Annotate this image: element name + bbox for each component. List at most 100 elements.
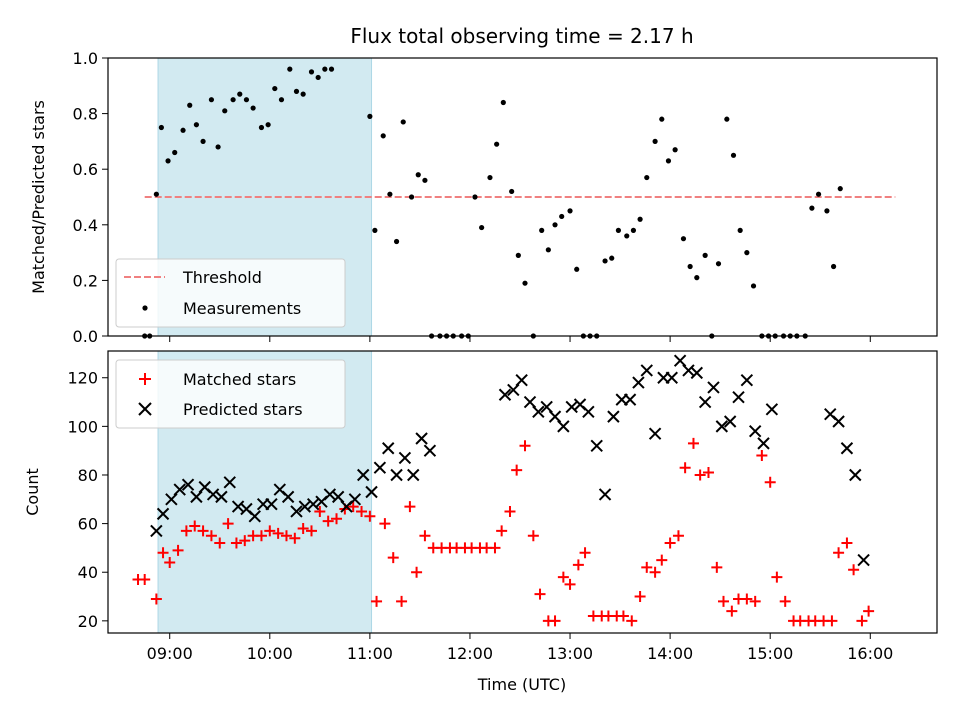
predicted-star-point (398, 451, 412, 465)
top-legend-box (115, 258, 346, 328)
matched-star-point (222, 518, 234, 530)
measurement-point (715, 261, 722, 267)
measurement-point (652, 138, 658, 144)
predicted-stars-legend-swatch (138, 402, 152, 416)
predicted-star-point (557, 420, 570, 433)
matched-star-point (172, 544, 184, 556)
matched-star-point (230, 537, 242, 549)
x-axis-label: Time (UTC) (477, 675, 566, 694)
matched-star-point (826, 615, 838, 627)
predicted-star-point (390, 468, 403, 482)
measurement-point (393, 238, 400, 245)
measurement-point (539, 227, 545, 233)
matched-star-point (694, 469, 706, 481)
predicted-star-point (565, 400, 578, 414)
top-x-ticks (169, 336, 871, 342)
matched-star-point (504, 505, 516, 517)
measurement-point (230, 97, 236, 103)
bottom-y-tick-label: 80 (78, 466, 98, 485)
measurement-point (724, 116, 730, 122)
matched-star-point (214, 537, 226, 549)
predicted-stars-legend-label: Predicted stars (183, 400, 303, 419)
matched-star-point (331, 513, 343, 525)
matched-star-point (239, 535, 251, 547)
measurement-point (680, 236, 687, 242)
predicted-star-point (323, 488, 337, 501)
measurement-point (265, 122, 271, 128)
matched-star-point (726, 605, 738, 617)
predicted-star-point (515, 373, 528, 387)
bottom-y-tick-label: 20 (78, 612, 98, 631)
measurement-point (293, 88, 300, 94)
predicted-star-point (757, 437, 770, 450)
bottom-panel: 09:00 10:00 11:00 12:00 13:00 14:00 15:00 16:00… (23, 350, 938, 694)
predicted-star-point (665, 371, 678, 384)
matched-star-point (841, 537, 853, 549)
measurement-point (687, 263, 693, 270)
measurement-point (315, 74, 321, 81)
matched-star-point (255, 530, 267, 542)
measurements-series (142, 66, 843, 339)
measurement-point (243, 97, 250, 103)
matched-star-point (411, 566, 423, 578)
matched-star-point (139, 574, 151, 586)
matched-star-point (356, 505, 368, 517)
measurement-point (278, 97, 285, 103)
predicted-star-point (150, 524, 163, 538)
top-y-tick-label: 0.0 (73, 327, 98, 346)
measurement-point (258, 124, 265, 131)
matched-star-point (347, 501, 359, 513)
measurement-point (165, 158, 171, 164)
predicted-star-point (290, 505, 303, 518)
predicted-star-point (607, 410, 620, 423)
measurement-point (415, 172, 421, 178)
predicted-star-point (415, 432, 428, 445)
bottom-y-tick-label: 40 (78, 563, 98, 582)
predicted-star-point (832, 415, 845, 428)
top-y-tick-label: 0.2 (73, 271, 98, 290)
matched-star-point (150, 593, 162, 605)
matched-stars-series (132, 437, 875, 627)
predicted-star-point (857, 553, 870, 567)
matched-star-point (764, 476, 776, 488)
top-y-tick-label: 0.8 (73, 105, 98, 124)
measurement-point (200, 138, 206, 144)
matched-star-point (379, 518, 391, 530)
measurement-point (559, 213, 565, 220)
matched-star-point (157, 547, 169, 559)
predicted-star-point (715, 420, 729, 433)
measurement-point (300, 91, 306, 97)
predicted-star-point (698, 395, 712, 409)
predicted-star-point (590, 439, 603, 453)
predicted-star-point (223, 476, 236, 489)
predicted-star-point (206, 488, 220, 501)
matched-star-point (557, 571, 569, 583)
x-tick-label: 12:00 (447, 644, 493, 663)
measurement-point (837, 186, 843, 192)
measurement-point (487, 174, 493, 181)
matched-star-point (564, 578, 576, 590)
measurement-point (193, 122, 200, 128)
matched-star-point (863, 605, 875, 617)
measurement-point (702, 252, 708, 258)
measurement-point (830, 263, 837, 270)
measurement-point (602, 258, 608, 264)
predicted-star-point (732, 390, 745, 404)
matched-star-point (779, 595, 791, 607)
predicted-star-point (598, 488, 612, 501)
x-tick-label: 14:00 (647, 644, 693, 663)
predicted-star-point (623, 393, 637, 406)
top-panel: 0.0 0.2 0.4 0.6 0.8 1.0 Matched/Predicted sta… (29, 49, 938, 346)
predicted-star-point (682, 364, 695, 377)
predicted-star-point (298, 500, 312, 513)
matched-star-point (617, 610, 629, 622)
matched-star-point (404, 501, 416, 513)
predicted-star-point (231, 500, 245, 513)
measurement-point (158, 124, 164, 131)
matched-star-point (679, 462, 691, 474)
bottom-legend-box (115, 359, 346, 429)
matched-star-point (396, 595, 408, 607)
predicted-star-point (373, 461, 387, 474)
measurement-point (328, 66, 335, 72)
matched-star-point (205, 530, 217, 542)
